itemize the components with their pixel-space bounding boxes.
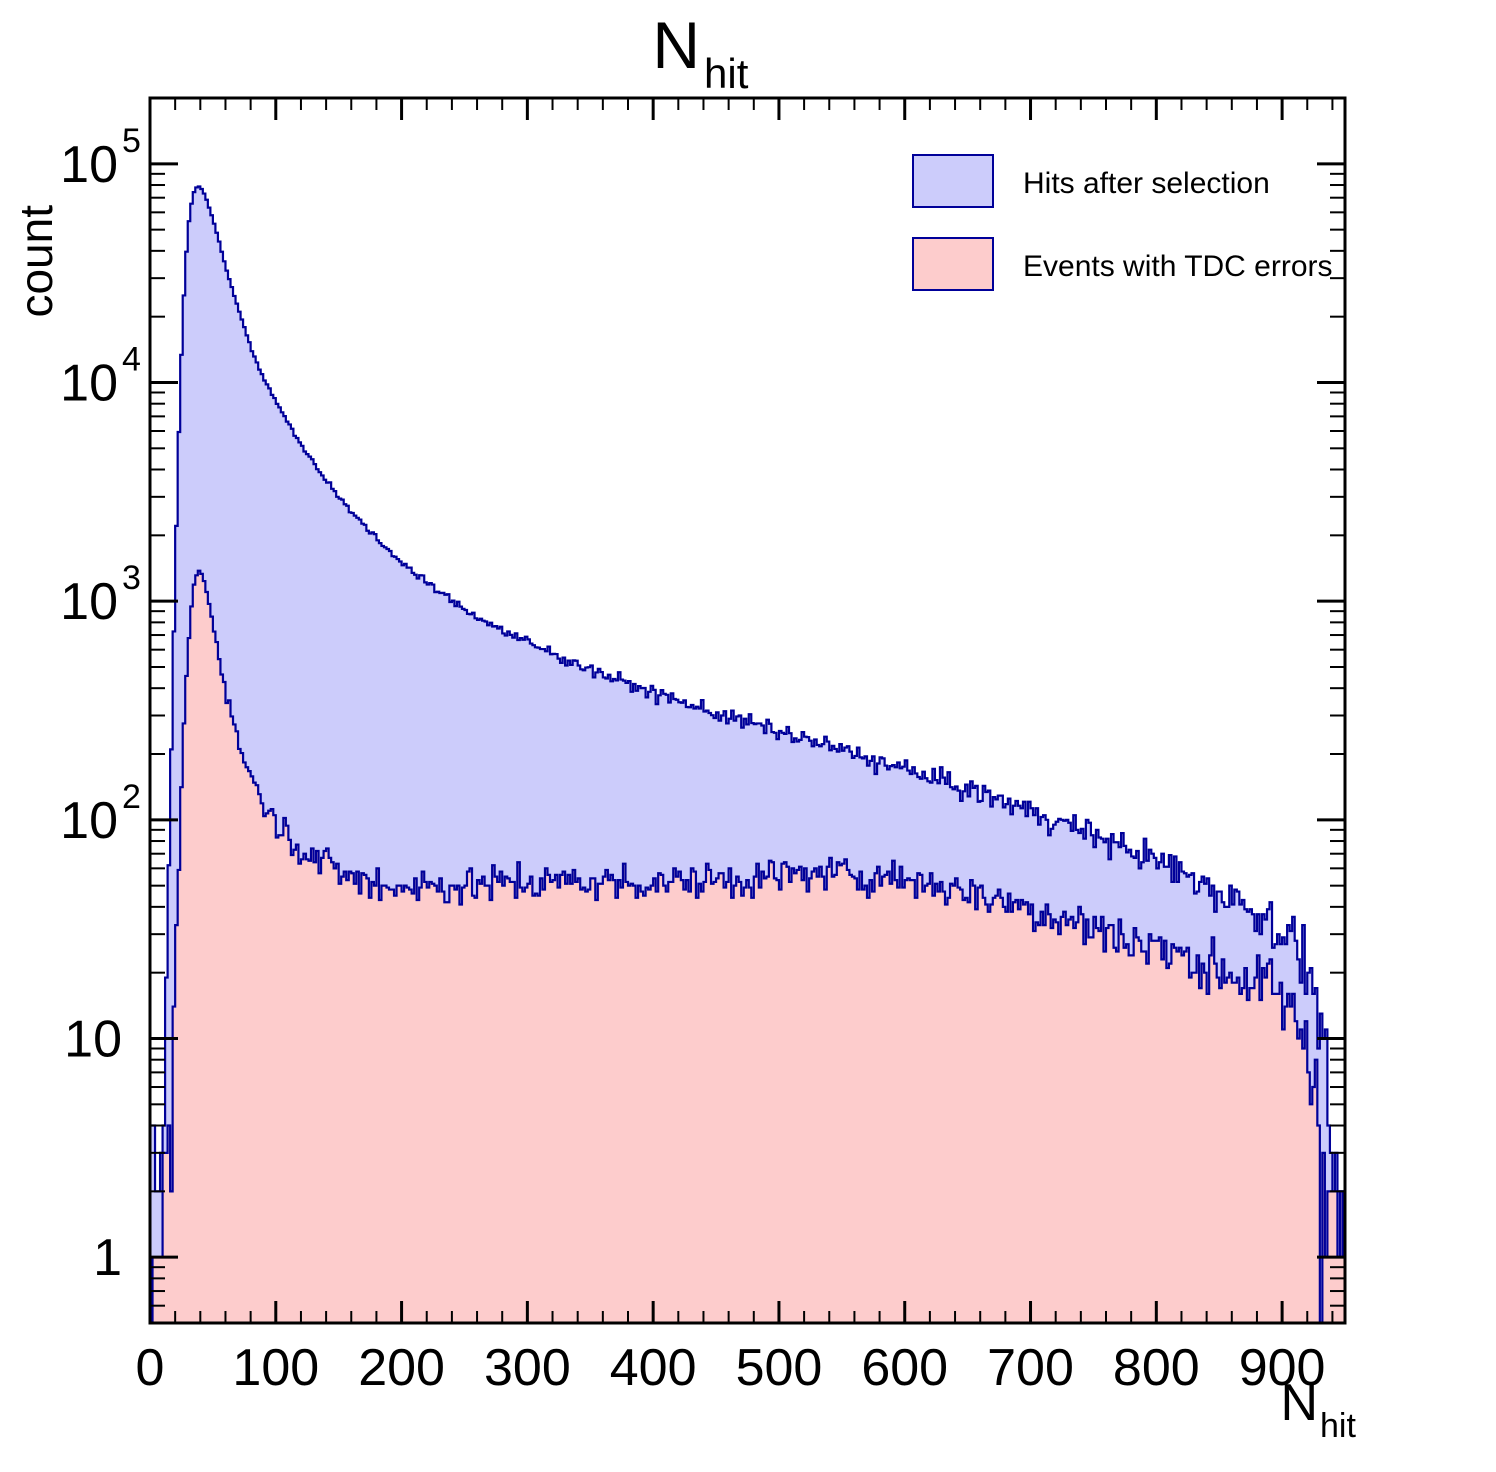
series-outline: [150, 569, 1345, 1323]
x-tick-label: 0: [136, 1339, 165, 1397]
axis-ticks-layer: [148, 97, 1345, 1324]
x-tick-label: 400: [610, 1339, 697, 1397]
legend[interactable]: Hits after selection Events with TDC erro…: [912, 154, 1333, 291]
y-axis-title: count: [10, 205, 62, 318]
x-tick-label: 300: [484, 1339, 571, 1397]
x-axis-title-subscript: hit: [1320, 1407, 1356, 1445]
legend-swatch-events-with-tdc-errors[interactable]: [912, 237, 994, 291]
plot-title-subscript: hit: [704, 50, 749, 97]
y-tick-label: 10: [60, 136, 118, 194]
y-tick-label: 10: [60, 573, 118, 631]
y-tick-label-exponent: 3: [122, 559, 141, 597]
x-tick-label: 600: [861, 1339, 948, 1397]
y-tick-label: 1: [93, 1229, 122, 1287]
y-tick-label-exponent: 5: [122, 122, 141, 160]
series-fill: [150, 570, 1345, 1323]
y-tick-label-exponent: 4: [122, 340, 141, 378]
x-axis-title: N hit: [1280, 1374, 1356, 1445]
x-tick-label: 800: [1113, 1339, 1200, 1397]
plot-frame: [148, 96, 1347, 1325]
legend-label-events-with-tdc-errors: Events with TDC errors: [1023, 250, 1333, 283]
y-tick-label: 10: [60, 792, 118, 850]
plot-title: N hit: [652, 8, 748, 97]
x-tick-label: 700: [987, 1339, 1074, 1397]
y-tick-label: 10: [60, 354, 118, 412]
x-tick-label: 900: [1239, 1339, 1326, 1397]
y-tick-label-exponent: 2: [122, 778, 141, 816]
x-tick-label: 100: [232, 1339, 319, 1397]
y-tick-label: 10: [64, 1011, 122, 1069]
series-outline: [150, 185, 1345, 1323]
legend-label-hits-after-selection: Hits after selection: [1023, 167, 1270, 200]
histogram-series-events-with-tdc-errors: [150, 569, 1345, 1323]
legend-swatch-hits-after-selection[interactable]: [912, 154, 994, 208]
histogram-series-layer: [150, 185, 1345, 1323]
x-axis-title-main: N: [1280, 1374, 1318, 1432]
plot-title-main: N: [652, 8, 700, 82]
x-tick-label: 500: [736, 1339, 823, 1397]
x-tick-label: 200: [358, 1339, 445, 1397]
